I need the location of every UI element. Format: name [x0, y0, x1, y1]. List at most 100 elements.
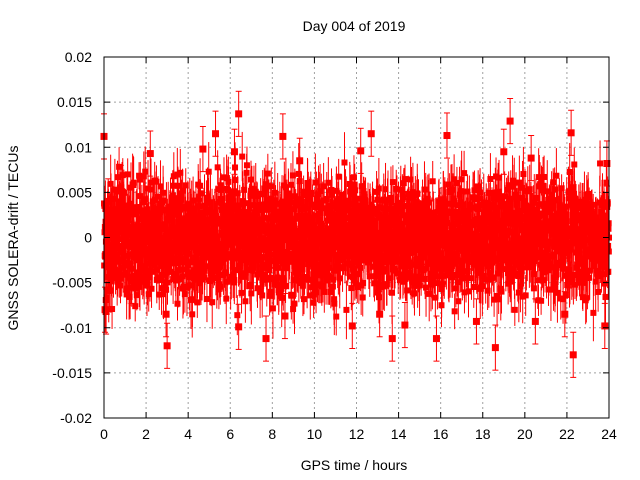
- noise-point: [524, 264, 531, 271]
- noise-point: [523, 258, 530, 265]
- noise-point: [294, 264, 301, 271]
- noise-point: [486, 269, 493, 276]
- noise-point: [491, 296, 498, 303]
- noise-point: [220, 204, 227, 211]
- noise-point: [341, 210, 348, 217]
- noise-point: [319, 271, 326, 278]
- noise-point: [389, 289, 396, 296]
- noise-point: [523, 211, 530, 218]
- noise-point: [117, 214, 124, 221]
- noise-point: [152, 196, 159, 203]
- noise-point: [429, 178, 436, 185]
- noise-point: [490, 195, 497, 202]
- noise-point: [305, 185, 312, 192]
- noise-point: [280, 202, 287, 209]
- noise-point: [278, 238, 285, 245]
- noise-point: [480, 273, 487, 280]
- noise-point: [290, 258, 297, 265]
- noise-point: [471, 194, 478, 201]
- noise-point: [177, 169, 184, 176]
- noise-point: [106, 206, 113, 213]
- noise-point: [266, 250, 273, 257]
- noise-point: [141, 276, 148, 283]
- noise-point: [491, 232, 498, 239]
- noise-point: [209, 299, 216, 306]
- noise-point: [266, 292, 273, 299]
- noise-point: [504, 227, 511, 234]
- noise-point: [158, 277, 165, 284]
- noise-point: [238, 227, 245, 234]
- noise-point: [459, 201, 466, 208]
- noise-point: [107, 287, 114, 294]
- noise-point: [412, 275, 419, 282]
- noise-point: [531, 271, 538, 278]
- noise-point: [522, 198, 529, 205]
- noise-point: [320, 183, 327, 190]
- noise-point: [439, 281, 446, 288]
- noise-point: [124, 228, 131, 235]
- noise-point: [404, 233, 411, 240]
- noise-point: [292, 277, 299, 284]
- noise-point: [157, 209, 164, 216]
- noise-point: [274, 248, 281, 255]
- noise-point: [353, 270, 360, 277]
- noise-point: [536, 210, 543, 217]
- noise-point: [461, 226, 468, 233]
- noise-point: [315, 225, 322, 232]
- noise-point: [330, 276, 337, 283]
- noise-point: [182, 255, 189, 262]
- noise-point: [242, 248, 249, 255]
- noise-point: [136, 283, 143, 290]
- noise-point: [238, 289, 245, 296]
- noise-point: [172, 260, 179, 267]
- noise-point: [392, 252, 399, 259]
- noise-point: [267, 239, 274, 246]
- noise-point: [511, 271, 518, 278]
- noise-point: [517, 283, 524, 290]
- noise-point: [312, 283, 319, 290]
- noise-point: [521, 226, 528, 233]
- noise-point: [501, 223, 508, 230]
- noise-point: [455, 210, 462, 217]
- noise-point: [474, 267, 481, 274]
- noise-point: [115, 236, 122, 243]
- noise-point: [465, 288, 472, 295]
- noise-point: [495, 296, 502, 303]
- noise-point: [304, 274, 311, 281]
- noise-point: [324, 217, 331, 224]
- noise-point: [457, 258, 464, 265]
- noise-point: [451, 176, 458, 183]
- noise-point: [300, 188, 307, 195]
- noise-point: [376, 240, 383, 247]
- noise-point: [203, 295, 210, 302]
- noise-point: [307, 292, 314, 299]
- noise-point: [140, 199, 147, 206]
- noise-point: [291, 206, 298, 213]
- noise-point: [443, 215, 450, 222]
- noise-point: [343, 306, 350, 313]
- noise-point: [224, 254, 231, 261]
- noise-point: [325, 179, 332, 186]
- noise-point: [468, 275, 475, 282]
- noise-point: [130, 179, 137, 186]
- noise-point: [179, 187, 186, 194]
- noise-point: [116, 268, 123, 275]
- noise-point: [490, 274, 497, 281]
- noise-point: [315, 191, 322, 198]
- noise-point: [387, 194, 394, 201]
- noise-point: [274, 200, 281, 207]
- noise-point: [304, 180, 311, 187]
- noise-point: [107, 262, 114, 269]
- noise-point: [414, 278, 421, 285]
- noise-point: [350, 174, 357, 181]
- noise-point: [124, 171, 131, 178]
- noise-point: [191, 208, 198, 215]
- noise-point: [270, 276, 277, 283]
- noise-point: [141, 234, 148, 241]
- noise-point: [150, 204, 157, 211]
- noise-point: [309, 259, 316, 266]
- noise-point: [410, 203, 417, 210]
- noise-point: [460, 214, 467, 221]
- noise-point: [347, 190, 354, 197]
